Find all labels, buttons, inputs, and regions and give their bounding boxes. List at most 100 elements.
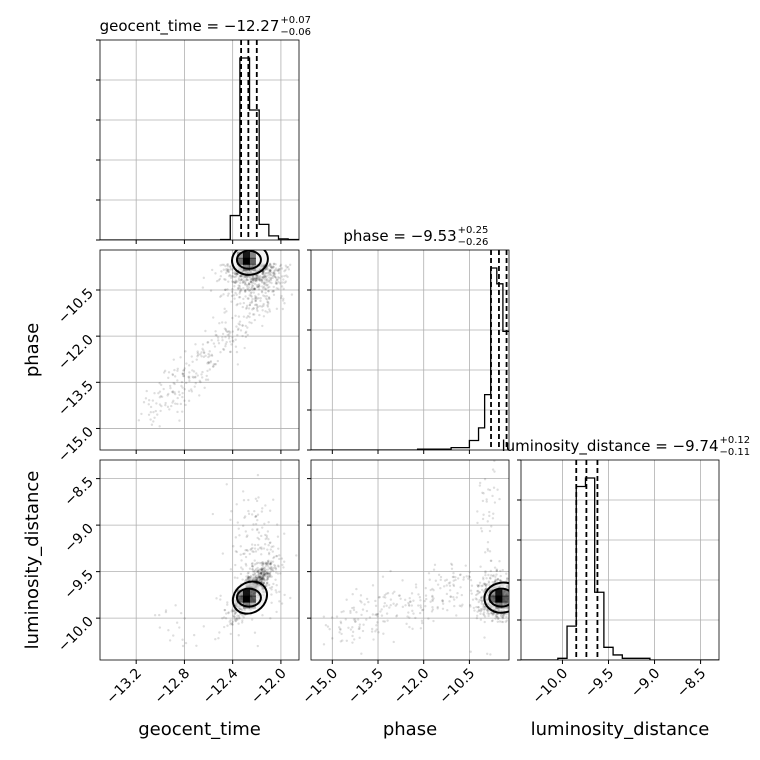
sample-point: [266, 311, 269, 314]
sample-point: [498, 497, 501, 501]
sample-point: [270, 267, 274, 270]
sample-point: [257, 278, 261, 282]
x-tick-label: −8.5: [674, 666, 709, 701]
sample-point: [506, 577, 509, 580]
sample-point: [408, 597, 411, 600]
sample-point: [382, 605, 386, 608]
sample-point: [509, 607, 511, 609]
sample-point: [474, 593, 478, 597]
sample-point: [488, 584, 491, 587]
sample-point: [259, 299, 262, 303]
sample-point: [265, 294, 269, 298]
sample-point: [265, 278, 269, 282]
sample-point: [491, 517, 495, 520]
sample-point: [247, 297, 250, 300]
sample-point: [514, 593, 516, 595]
sample-point: [477, 584, 480, 588]
sample-point: [248, 275, 251, 279]
sample-point: [492, 486, 496, 489]
sample-point: [261, 575, 264, 579]
sample-point: [339, 621, 343, 625]
sample-point: [188, 379, 191, 383]
sample-point: [262, 302, 265, 306]
sample-point: [260, 577, 263, 580]
sample-point: [259, 571, 263, 575]
sample-point: [246, 577, 250, 580]
sample-point: [229, 276, 233, 280]
sample-point: [277, 267, 280, 271]
sample-point: [187, 377, 191, 380]
sample-point: [247, 512, 251, 516]
sample-point: [225, 340, 228, 344]
sample-point: [248, 552, 251, 556]
sample-point: [499, 574, 502, 578]
sample-point: [246, 314, 250, 318]
sample-point: [262, 276, 265, 279]
sample-point: [430, 610, 434, 613]
sample-point: [255, 570, 259, 574]
sample-point: [495, 615, 498, 619]
sample-point: [383, 601, 386, 605]
sample-point: [478, 481, 482, 485]
sample-point: [206, 362, 209, 365]
sample-point: [517, 604, 519, 606]
sample-point: [478, 584, 481, 587]
sample-point: [272, 289, 275, 293]
sample-point: [260, 568, 263, 571]
sample-point: [273, 269, 276, 272]
sample-point: [268, 310, 272, 313]
sample-point: [260, 579, 264, 582]
sample-point: [475, 605, 478, 609]
sample-point: [275, 278, 279, 281]
sample-point: [252, 573, 255, 576]
sample-point: [245, 285, 249, 288]
sample-point: [395, 615, 398, 618]
sample-point: [240, 275, 243, 278]
sample-point: [259, 561, 263, 565]
sample-point: [517, 592, 519, 594]
sample-point: [482, 611, 486, 614]
sample-point: [394, 604, 397, 607]
sample-point: [234, 617, 237, 621]
sample-point: [247, 575, 251, 579]
sample-point: [284, 264, 288, 267]
sample-point: [246, 534, 249, 537]
sample-point: [210, 354, 214, 357]
sample-point: [231, 280, 234, 283]
sample-point: [492, 574, 495, 577]
sample-point: [254, 274, 258, 278]
density-cell: [242, 263, 250, 271]
sample-point: [248, 315, 251, 319]
sample-point: [238, 292, 241, 295]
x-tick-label: −9.5: [582, 666, 617, 701]
sample-point: [423, 599, 426, 603]
sample-point: [257, 531, 261, 534]
sample-point: [263, 573, 267, 577]
sample-point: [263, 579, 266, 582]
sample-point: [480, 530, 484, 533]
sample-point: [339, 627, 342, 631]
sample-point: [233, 612, 237, 615]
sample-point: [503, 613, 507, 616]
sample-point: [238, 274, 241, 278]
sample-point: [252, 577, 256, 581]
sample-point: [499, 614, 503, 618]
sample-point: [210, 353, 213, 357]
sample-point: [257, 285, 260, 289]
title-text: geocent_time = −12.27: [100, 17, 280, 36]
sample-point: [247, 578, 251, 581]
sample-point: [176, 410, 179, 414]
sample-point: [487, 612, 491, 616]
sample-point: [264, 281, 267, 285]
sample-point: [491, 580, 494, 584]
sample-point: [253, 277, 257, 281]
sample-point: [376, 621, 379, 624]
sample-point: [515, 602, 517, 604]
sample-point: [299, 264, 301, 266]
panel-phase-vs-luminosity_distance: [322, 460, 519, 656]
sample-point: [224, 321, 227, 324]
sample-point: [516, 593, 518, 595]
sample-point: [489, 577, 492, 580]
sample-point: [282, 566, 285, 569]
sample-point: [244, 562, 248, 566]
